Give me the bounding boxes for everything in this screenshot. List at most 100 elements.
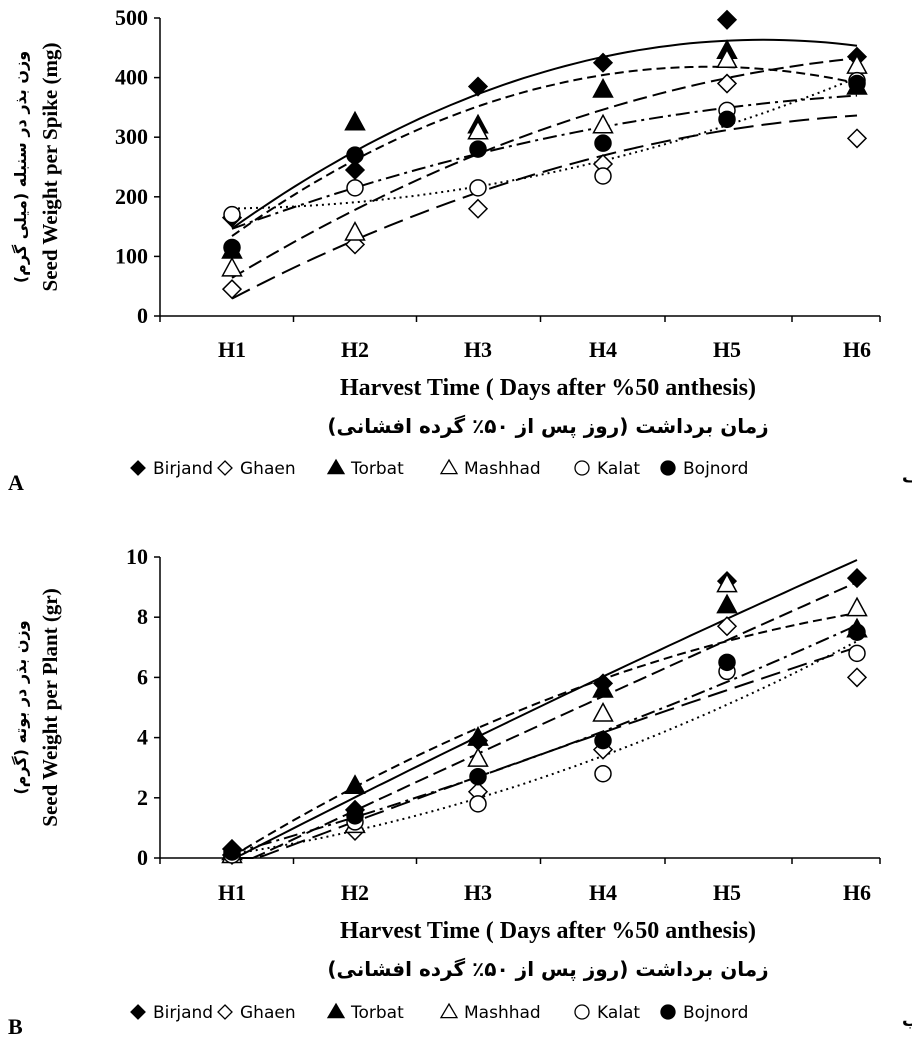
point-bojnord <box>718 653 736 672</box>
x-tick-label: H6 <box>843 337 871 362</box>
y-tick-label: 500 <box>115 5 148 30</box>
point-torbat <box>716 593 738 614</box>
legend-label-kalat: Kalat <box>597 1003 640 1023</box>
trendline-ghaen <box>232 646 858 859</box>
point-birjand <box>846 568 868 589</box>
point-ghaen <box>467 198 489 219</box>
point-ghaen <box>846 128 868 149</box>
x-axis-title: Harvest Time ( Days after %50 anthesis) <box>340 918 756 944</box>
point-birjand <box>716 9 738 30</box>
point-torbat <box>467 726 489 746</box>
y-tick-label: 0 <box>137 845 148 870</box>
point-bojnord <box>594 134 612 152</box>
point-mashhad <box>592 701 614 722</box>
trendline-torbat <box>231 612 858 858</box>
legend-label-ghaen: Ghaen <box>240 1003 296 1023</box>
point-bojnord <box>469 767 487 786</box>
y-tick-label: 0 <box>137 303 148 328</box>
legend-symbol-kalat <box>574 1004 590 1020</box>
point-bojnord <box>469 140 487 158</box>
point-ghaen <box>221 279 243 300</box>
point-torbat <box>592 677 614 698</box>
legend-label-mashhad: Mashhad <box>464 1003 541 1023</box>
point-birjand <box>344 159 366 181</box>
legend-symbol-torbat <box>326 1002 346 1019</box>
trendline-bojnord <box>231 94 858 230</box>
legend-label-birjand: Birjand <box>153 1003 213 1023</box>
y-tick-label: 10 <box>126 544 148 569</box>
trendline-mashhad <box>232 581 858 859</box>
x-tick-label: H3 <box>464 880 492 905</box>
point-bojnord <box>346 146 364 164</box>
point-bojnord <box>223 843 241 861</box>
point-mashhad <box>716 572 738 593</box>
point-torbat <box>344 110 366 131</box>
legend-symbol-bojnord <box>660 460 676 476</box>
trendline-birjand <box>231 38 858 230</box>
x-axis-title: Harvest Time ( Days after %50 anthesis) <box>340 375 756 401</box>
x-tick-label: H3 <box>464 337 492 362</box>
x-tick-label: H2 <box>341 880 369 905</box>
point-mashhad <box>846 596 868 617</box>
point-kalat <box>848 644 866 663</box>
y-tick-label: 200 <box>115 184 148 209</box>
point-mashhad <box>221 256 243 277</box>
legend-label-bojnord: Bojnord <box>683 459 748 479</box>
panel-label-fa: الف <box>902 467 912 487</box>
legend-label-kalat: Kalat <box>597 459 640 479</box>
legend-symbol-bojnord <box>660 1004 676 1020</box>
point-kalat <box>223 205 241 224</box>
point-bojnord <box>848 623 866 641</box>
y-tick-label: 300 <box>115 124 148 149</box>
point-bojnord <box>346 807 364 825</box>
legend-label-mashhad: Mashhad <box>464 459 541 479</box>
point-ghaen <box>716 73 738 94</box>
legend-symbol-birjand <box>130 460 146 476</box>
point-mashhad <box>716 48 738 68</box>
x-tick-label: H1 <box>218 880 246 905</box>
legend-label-bojnord: Bojnord <box>683 1003 748 1023</box>
trendline-torbat <box>231 65 858 237</box>
x-tick-label: H6 <box>843 880 871 905</box>
x-tick-label: H5 <box>713 880 741 905</box>
legend-symbol-torbat <box>326 458 346 475</box>
legend-symbol-mashhad <box>439 458 459 475</box>
chart-panel-B: 0 2 4 6 8 10 H1 H2 H3 H4 H5 H6 Harvest Time ( Days a… <box>8 544 912 1039</box>
y-axis-title-fa: وزن بذر در سنبله (میلی گرم) <box>11 51 30 283</box>
point-birjand <box>592 52 614 73</box>
point-kalat <box>469 179 487 197</box>
trendline-kalat <box>231 76 858 210</box>
point-torbat <box>344 774 366 795</box>
x-axis-title-fa: زمان برداشت (روز پس از ۵۰٪ گرده افشانی) <box>327 414 768 439</box>
trendline-mashhad <box>231 57 858 279</box>
legend-symbol-ghaen <box>217 460 233 476</box>
y-tick-label: 8 <box>137 604 148 629</box>
point-mashhad <box>344 220 366 241</box>
point-birjand <box>467 76 489 97</box>
trendline-bojnord <box>231 624 858 855</box>
y-tick-label: 4 <box>137 725 148 750</box>
trendline-kalat <box>231 640 858 855</box>
point-torbat <box>592 77 614 98</box>
trendline-ghaen <box>231 114 858 300</box>
point-ghaen <box>716 616 738 637</box>
x-axis-title-fa: زمان برداشت (روز پس از ۵۰٪ گرده افشانی) <box>327 957 768 982</box>
point-bojnord <box>223 238 241 257</box>
point-bojnord <box>848 74 866 93</box>
point-kalat <box>469 795 487 813</box>
legend: Birjand Ghaen Torbat Mashhad Kalat Bojnord <box>130 1002 748 1023</box>
x-tick-label: H4 <box>589 337 617 362</box>
point-mashhad <box>467 747 489 767</box>
legend-label-torbat: Torbat <box>350 1003 404 1023</box>
point-bojnord <box>594 731 612 750</box>
x-tick-label: H5 <box>713 337 741 362</box>
x-tick-label: H4 <box>589 880 617 905</box>
y-tick-label: 2 <box>137 785 148 810</box>
y-tick-label: 100 <box>115 243 148 268</box>
legend-symbol-kalat <box>574 460 590 476</box>
legend-label-ghaen: Ghaen <box>240 459 296 479</box>
point-ghaen <box>846 667 868 688</box>
legend-symbol-birjand <box>130 1004 146 1020</box>
point-bojnord <box>718 110 736 129</box>
